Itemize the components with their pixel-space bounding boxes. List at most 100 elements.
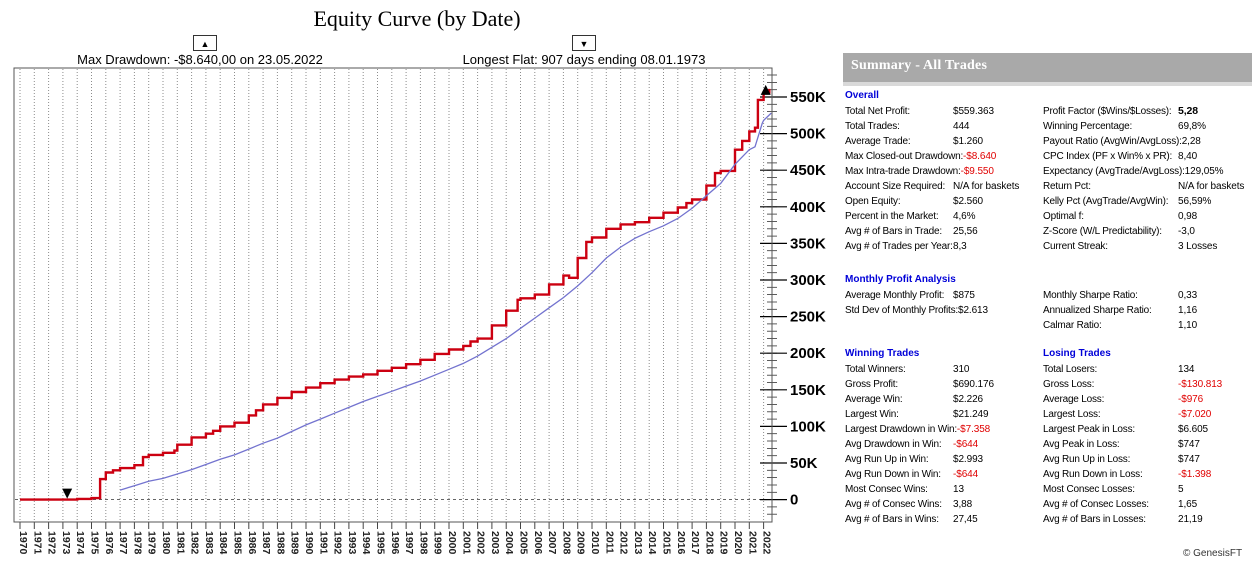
max-drawdown-marker <box>760 84 771 95</box>
stat-label: Avg Drawdown in Win: <box>845 439 942 450</box>
stat-row: Calmar Ratio: 1,10 <box>1043 318 1250 333</box>
section-title-winning: Winning Trades <box>845 348 920 359</box>
stat-label: Average Win: <box>845 394 903 405</box>
x-tick-label: 1992 <box>332 531 344 555</box>
stat-row: Monthly Sharpe Ratio: 0,33 <box>1043 288 1250 303</box>
y-tick-label: 150K <box>790 382 826 399</box>
stat-row: Annualized Sharpe Ratio: 1,16 <box>1043 303 1250 318</box>
stat-label: Avg # of Bars in Losses: <box>1043 514 1146 525</box>
equity-curve-blue <box>119 112 772 491</box>
marker-button-box[interactable] <box>572 35 596 51</box>
stat-value: 5 <box>1178 484 1184 495</box>
stat-value: 5,28 <box>1178 105 1199 117</box>
longest-flat-marker <box>62 488 73 499</box>
stat-label: Payout Ratio (AvgWin/AvgLoss): <box>1043 136 1182 147</box>
stat-row: Largest Peak in Loss: $6.605 <box>1043 422 1250 437</box>
marker-button-box[interactable] <box>193 35 217 51</box>
y-tick-label: 400K <box>790 199 826 216</box>
stat-label: Largest Loss: <box>1043 409 1101 420</box>
stat-label: Kelly Pct (AvgTrade/AvgWin): <box>1043 196 1169 207</box>
y-tick-label: 0 <box>790 492 798 509</box>
summary-panel-header: Summary - All Trades <box>843 53 1252 86</box>
stat-row: Most Consec Losses: 5 <box>1043 482 1250 497</box>
stat-label: Annualized Sharpe Ratio: <box>1043 305 1152 316</box>
section-title-losing: Losing Trades <box>1043 348 1111 359</box>
stat-label: Average Trade: <box>845 136 911 147</box>
stat-value: $2.226 <box>953 394 983 405</box>
stat-row: Avg Drawdown in Win: -$644 <box>845 437 1043 452</box>
y-tick-label: 300K <box>790 272 826 289</box>
x-tick-label: 2017 <box>689 531 701 555</box>
stat-label: Calmar Ratio: <box>1043 320 1102 331</box>
stat-label: Largest Drawdown in Win: <box>845 424 957 435</box>
stat-value: 0,98 <box>1178 211 1198 222</box>
stat-row: Most Consec Wins: 13 <box>845 482 1043 497</box>
stat-label: Open Equity: <box>845 196 901 207</box>
section-overall: Overall Total Net Profit: $559.363 Total… <box>845 89 1250 254</box>
stat-row: Std Dev of Monthly Profits: $2.613 <box>845 303 1043 318</box>
x-tick-label: 1987 <box>260 531 272 555</box>
x-tick-label: 2005 <box>518 531 530 555</box>
x-tick-label: 1981 <box>174 531 186 555</box>
vendor-watermark: © GenesisFT <box>1183 548 1243 559</box>
stat-value: $690.176 <box>953 379 994 390</box>
stat-value: N/A for baskets <box>953 181 1020 192</box>
x-tick-label: 1971 <box>31 531 43 555</box>
stat-value: -$976 <box>1178 394 1204 405</box>
stat-value: -$9.550 <box>960 166 994 177</box>
stat-value: $747 <box>1178 454 1200 465</box>
x-tick-label: 1977 <box>117 531 129 555</box>
x-tick-label: 1994 <box>360 531 372 555</box>
stat-row: Max Closed-out Drawdown: -$8.640 <box>845 149 1043 164</box>
stat-row: Optimal f: 0,98 <box>1043 209 1250 224</box>
stat-value: 444 <box>953 121 970 132</box>
stat-label: Total Losers: <box>1043 364 1098 375</box>
longest-flat-annotation: Longest Flat: 907 days ending 08.01.1973 <box>463 52 706 67</box>
stat-value: $1.260 <box>953 136 983 147</box>
x-tick-label: 1984 <box>217 531 229 555</box>
x-tick-label: 1999 <box>432 531 444 555</box>
x-tick-label: 1998 <box>417 531 429 555</box>
longest-flat-marker-button[interactable]: ▼ <box>572 35 596 51</box>
stat-label: Total Winners: <box>845 364 906 375</box>
stat-label: Avg Run Down in Loss: <box>1043 469 1143 480</box>
max-drawdown-marker-button[interactable]: ▲ <box>193 35 217 51</box>
x-tick-label: 1990 <box>303 531 315 555</box>
x-tick-label: 1986 <box>246 531 258 555</box>
stat-value: 1,65 <box>1178 499 1198 510</box>
y-tick-label: 250K <box>790 309 826 326</box>
stat-row: Gross Profit: $690.176 <box>845 377 1043 392</box>
y-tick-label: 100K <box>790 418 826 435</box>
x-tick-label: 2020 <box>732 531 744 555</box>
x-tick-label: 2007 <box>546 531 558 555</box>
x-tick-label: 1975 <box>89 531 101 555</box>
overall-left-column: Total Net Profit: $559.363 Total Trades:… <box>845 104 1043 254</box>
stat-label: Total Net Profit: <box>845 106 910 117</box>
stat-value: N/A for baskets <box>1178 181 1245 192</box>
stat-label: Most Consec Wins: <box>845 484 928 495</box>
x-tick-label: 2002 <box>475 531 487 555</box>
stat-label: Return Pct: <box>1043 181 1091 192</box>
stat-value: 56,59% <box>1178 196 1212 207</box>
stat-row: Expectancy (AvgTrade/AvgLoss): 129,05% <box>1043 164 1250 179</box>
equity-curve-red <box>20 88 771 501</box>
stat-value: -$7.020 <box>1178 409 1212 420</box>
stat-value: 27,45 <box>953 514 978 525</box>
summary-panel: Summary - All Trades Overall Total Net P… <box>843 53 1252 568</box>
stat-label: Profit Factor ($Wins/$Losses): <box>1043 106 1172 117</box>
overall-right-column: Profit Factor ($Wins/$Losses): 5,28 Winn… <box>1043 104 1250 254</box>
stat-value: 25,56 <box>953 226 978 237</box>
max-drawdown-annotation: Max Drawdown: -$8.640,00 on 23.05.2022 <box>77 52 323 67</box>
down-triangle-icon: ▼ <box>580 39 589 49</box>
x-tick-label: 2012 <box>618 531 630 555</box>
stat-label: Largest Win: <box>845 409 899 420</box>
stat-label: Avg Run Up in Loss: <box>1043 454 1131 465</box>
stat-value: 1,16 <box>1178 305 1198 316</box>
stat-row: Average Trade: $1.260 <box>845 134 1043 149</box>
stat-label: Expectancy (AvgTrade/AvgLoss): <box>1043 166 1185 177</box>
stat-label: Percent in the Market: <box>845 211 939 222</box>
stat-row: Open Equity: $2.560 <box>845 194 1043 209</box>
stat-row: Return Pct: N/A for baskets <box>1043 179 1250 194</box>
equity-chart-svg: Equity Curve (by Date) ▲ ▼ Max Drawdown:… <box>13 6 826 555</box>
stat-label: Gross Profit: <box>845 379 898 390</box>
